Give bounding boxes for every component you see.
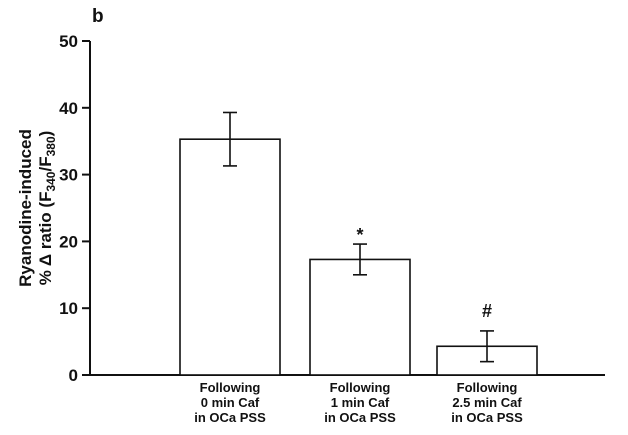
category-label: Following	[200, 380, 261, 395]
y-tick-label: 0	[69, 366, 78, 385]
y-ticks: 0 10 20 30 40 50	[59, 32, 90, 385]
category-label: in OCa PSS	[324, 410, 396, 425]
annotations: *#	[356, 225, 492, 321]
category-label: 1 min Caf	[331, 395, 390, 410]
category-label: in OCa PSS	[194, 410, 266, 425]
category-label: Following	[457, 380, 518, 395]
y-tick-label: 50	[59, 32, 78, 51]
error-bars	[223, 111, 494, 363]
y-tick-label: 20	[59, 232, 78, 251]
bar	[309, 258, 411, 376]
category-label: 2.5 min Caf	[452, 395, 522, 410]
y-tick-label: 10	[59, 299, 78, 318]
significance-marker: #	[482, 301, 492, 321]
y-axis-label-line2: % Δ ratio (F340/F380)	[36, 131, 58, 286]
y-tick-label: 30	[59, 166, 78, 185]
y-tick-label: 40	[59, 99, 78, 118]
category-label: Following	[330, 380, 391, 395]
y-axis-label: Ryanodine-induced % Δ ratio (F340/F380)	[16, 129, 58, 287]
category-label: 0 min Caf	[201, 395, 260, 410]
bar	[179, 138, 281, 376]
category-label: in OCa PSS	[451, 410, 523, 425]
y-axis-label-line1: Ryanodine-induced	[16, 129, 35, 287]
significance-marker: *	[356, 225, 363, 245]
bars	[179, 138, 538, 376]
panel-label: b	[92, 6, 104, 27]
